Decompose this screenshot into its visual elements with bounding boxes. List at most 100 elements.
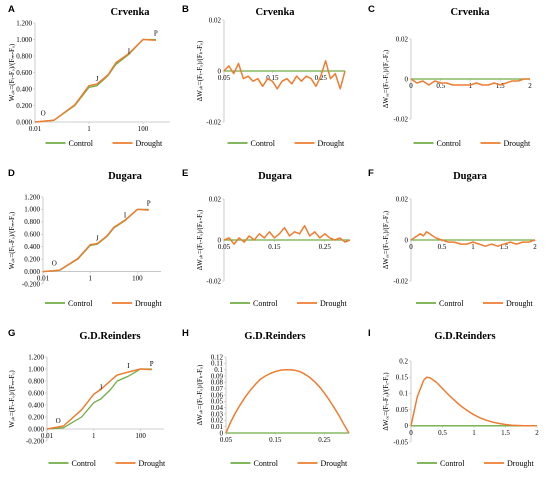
y-axis-label: ΔWₒₑ=(Fₜ-Fₒ)/(Fₑ-Fₒ) (382, 372, 390, 431)
y-tick-label: 0.02 (209, 16, 222, 24)
legend: Control Drought (45, 299, 162, 308)
legend-label-control: Control (437, 139, 462, 148)
y-tick-label: 0.07 (211, 385, 224, 393)
x-tick-label: 0 (409, 429, 413, 437)
series-line-drought (410, 376, 537, 427)
point-label-i: I (128, 48, 131, 56)
y-tick-label: 1.200 (24, 193, 40, 201)
panel-letter: A (8, 4, 15, 15)
legend: Control Drought (45, 139, 163, 148)
x-tick-label: 1 (92, 432, 96, 440)
chart-title: Dugara (453, 171, 488, 182)
y-tick-label: -0.200 (26, 437, 45, 445)
legend-label-drought: Drought (507, 459, 534, 468)
point-label-i: I (124, 212, 127, 220)
legend-label-drought: Drought (506, 299, 533, 308)
x-tick-label: 1 (469, 82, 473, 90)
x-tick-label: 0 (409, 243, 413, 251)
legend: Control Drought (417, 459, 534, 468)
x-tick-label: 0.15 (269, 436, 282, 444)
chart-title: Crvenka (110, 7, 150, 18)
y-tick-label: 0 (405, 236, 409, 244)
y-tick-label: 0.000 (16, 118, 32, 126)
x-tick-label: 1 (88, 275, 92, 283)
y-tick-label: 0 (220, 429, 224, 437)
y-axis-label: ΔWₒₑ=(Fₜ-Fₒ)/(Fₑ-Fₒ) (382, 210, 390, 269)
series-line-drought (42, 208, 149, 273)
y-tick-label: 0.200 (28, 413, 44, 421)
x-tick-label: 1.5 (500, 243, 509, 251)
legend-label-control: Control (440, 459, 465, 468)
legend-label-drought: Drought (139, 459, 166, 468)
legend: Control Drought (413, 139, 531, 148)
y-tick-label: 0.000 (28, 425, 44, 433)
y-axis-label: ΔWₒₖ=(Fₜ-Fₒ)/(Fₖ-Fₒ) (196, 40, 204, 101)
y-tick-label: 0.09 (211, 372, 224, 380)
y-tick-label: 1.000 (28, 365, 44, 373)
y-tick-label: 0.800 (28, 377, 44, 385)
chart-panel-b: B Crvenka -0.02 0 0.02 0.05 0.15 0.25 ΔWₒₖ=(Fₜ-F… (182, 4, 346, 148)
y-tick-label: 0.08 (211, 379, 224, 387)
panel-letter: F (368, 168, 374, 179)
x-tick-label: 0.01 (37, 275, 50, 283)
panel-letter: C (368, 4, 375, 15)
y-tick-label: 1.000 (24, 206, 40, 214)
y-tick-label: 0.06 (211, 391, 224, 399)
y-tick-label: 0 (218, 236, 222, 244)
y-tick-label: 0.2 (399, 357, 408, 365)
legend-label-control: Control (253, 299, 278, 308)
chart-panel-h: H G.D.Reinders00.010.020.030.040.050.060.… (182, 328, 350, 468)
x-tick-label: 0.25 (315, 74, 328, 82)
y-tick-label: 0.02 (396, 35, 409, 43)
series-line-drought (410, 78, 530, 86)
legend-label-drought: Drought (135, 299, 162, 308)
y-tick-label: 0.200 (16, 102, 32, 110)
y-tick-label: 0.11 (211, 360, 223, 368)
panel-letter: I (368, 328, 371, 339)
point-label-j: J (96, 75, 99, 83)
chart-title: Crvenka (255, 7, 295, 18)
y-tick-label: 0.04 (211, 404, 224, 412)
point-label-o: O (56, 417, 61, 425)
y-tick-label: 0.200 (24, 255, 40, 263)
y-tick-label: 0 (405, 422, 409, 430)
chart-title: Dugara (258, 171, 293, 182)
y-tick-label: 0.600 (24, 231, 40, 239)
x-tick-label: 0.5 (438, 429, 447, 437)
legend-label-drought: Drought (320, 299, 347, 308)
series-line-drought (34, 38, 156, 123)
y-tick-label: 0.1 (399, 390, 408, 398)
y-tick-label: 0.800 (24, 218, 40, 226)
x-tick-label: 0.05 (220, 436, 233, 444)
legend-label-drought: Drought (321, 459, 348, 468)
y-tick-label: -0.02 (206, 118, 221, 126)
x-tick-label: 0.05 (218, 243, 231, 251)
y-tick-label: -0.200 (22, 280, 41, 288)
y-axis-label: Wₒₖ=(Fₜ-Fₒ)/(Fₘ-Fₒ) (8, 370, 16, 428)
point-label-o: O (41, 109, 46, 117)
chart-title: G.D.Reinders (244, 331, 305, 342)
x-tick-label: 0.25 (318, 436, 331, 444)
x-tick-label: 0.05 (218, 74, 231, 82)
y-axis-label: Wₒₖ=(Fₜ-Fₒ)/(Fₘ-Fₒ) (8, 43, 16, 101)
x-tick-label: 2 (528, 82, 532, 90)
series-line-drought (46, 368, 152, 430)
chart-title: G.D.Reinders (434, 331, 495, 342)
panel-letter: D (8, 168, 15, 179)
x-tick-label: 1 (87, 125, 91, 133)
panel-letter: B (182, 4, 189, 15)
x-tick-label: 0 (409, 82, 413, 90)
x-tick-label: 1 (471, 243, 475, 251)
series-line-drought (223, 224, 351, 245)
y-tick-label: 0.000 (24, 268, 40, 276)
legend-label-control: Control (251, 139, 276, 148)
x-tick-label: 100 (138, 125, 149, 133)
y-tick-label: 0.02 (396, 195, 409, 203)
chart-panel-e: E Dugara -0.02 0 0.02 0.05 0.15 0.25 ΔWₒₖ=(Fₜ-Fₒ… (182, 168, 351, 308)
y-tick-label: 0.15 (396, 374, 409, 382)
legend-label-control: Control (69, 139, 94, 148)
legend: Control Drought (230, 459, 348, 468)
x-tick-label: 0.15 (268, 243, 281, 251)
x-tick-label: 0.5 (436, 82, 445, 90)
